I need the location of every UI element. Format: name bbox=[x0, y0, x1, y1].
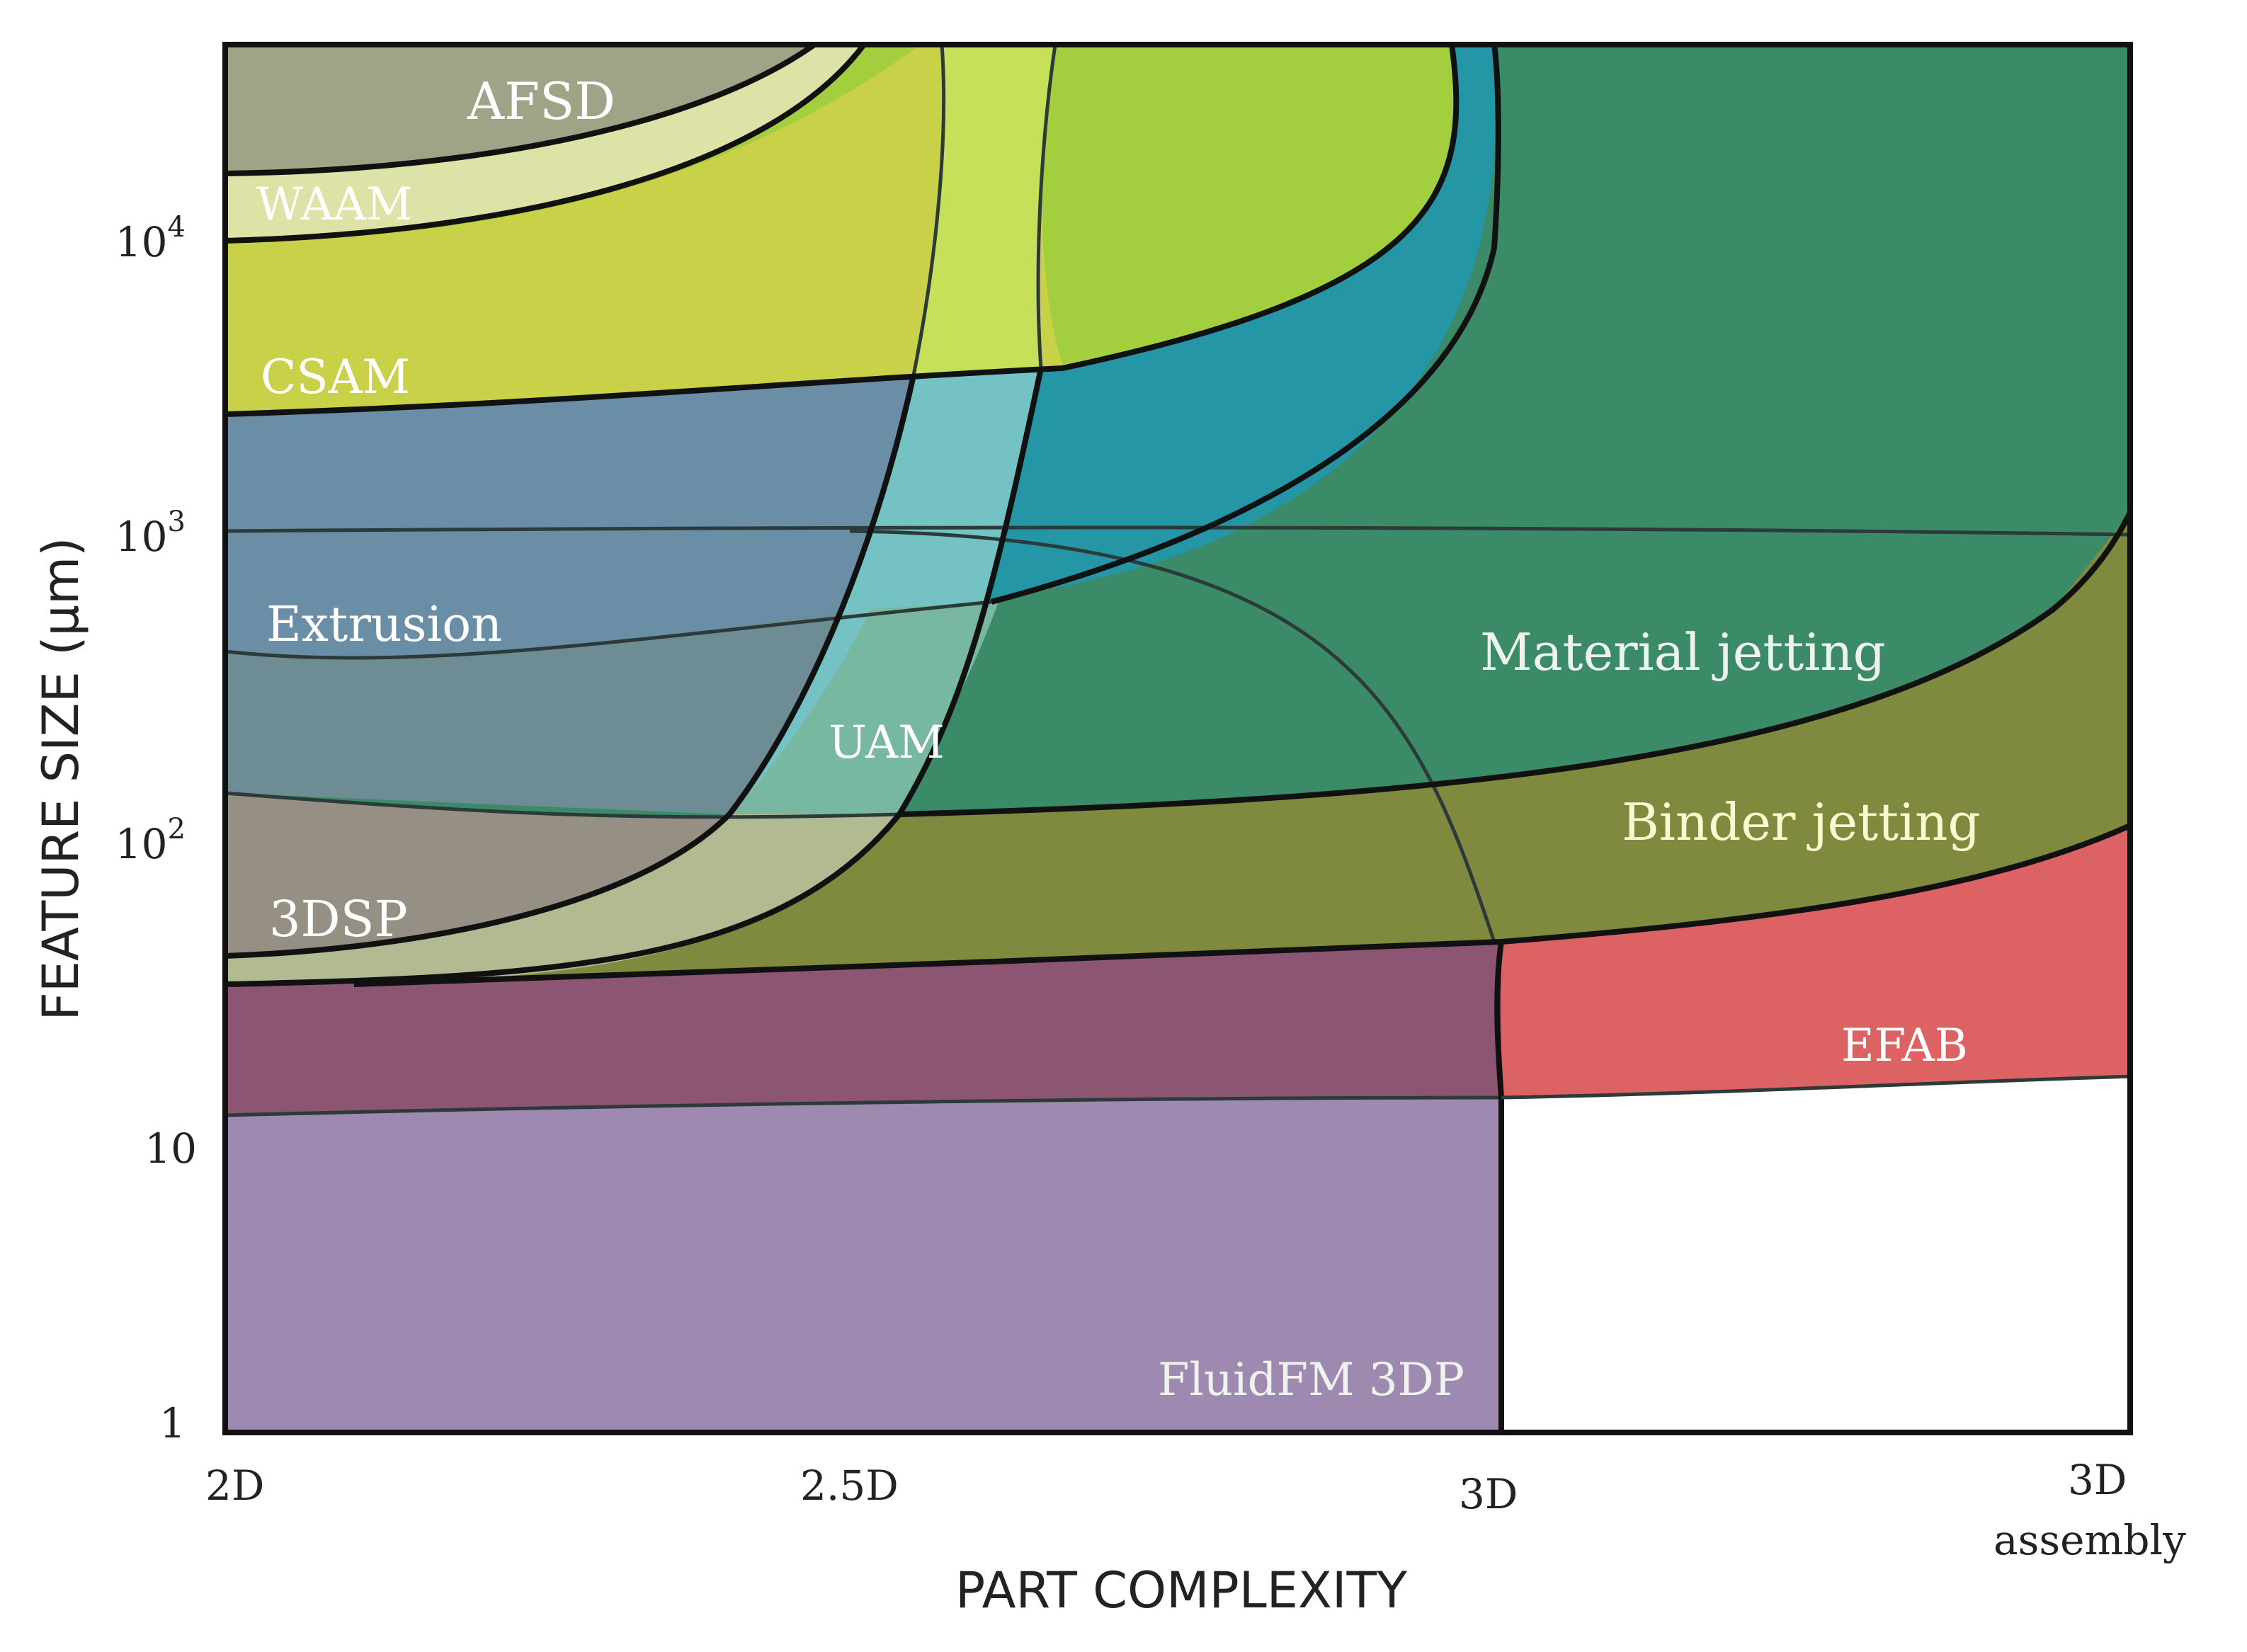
label-csam: CSAM bbox=[261, 350, 410, 404]
afsd-boundary bbox=[225, 45, 817, 176]
3dsp-area bbox=[225, 793, 729, 956]
region-labels: AFSD WAAM CSAM Extrusion 3DSP UAM Materi… bbox=[256, 72, 1981, 1406]
thin-boundary-1000um bbox=[225, 525, 2130, 537]
thin-boundary-uam-left bbox=[911, 45, 946, 376]
x-axis-ticks: 2D 2.5D 3D 3D assembly bbox=[205, 1456, 2186, 1564]
x-tick-3d-label: 3D bbox=[2068, 1456, 2127, 1504]
y-axis-title: FEATURE SIZE (μm) bbox=[32, 537, 90, 1021]
fluidfm-boundary bbox=[1494, 941, 1504, 1432]
label-3dsp: 3DSP bbox=[269, 890, 408, 948]
binder-jetting-boundary bbox=[353, 822, 2130, 987]
extrusion-lower-area bbox=[225, 609, 871, 814]
label-waam: WAAM bbox=[256, 178, 413, 231]
label-extrusion: Extrusion bbox=[266, 597, 502, 653]
x-tick-3d-assembly-sub: assembly bbox=[1993, 1516, 2186, 1564]
efab-lower-boundary bbox=[1501, 1074, 2130, 1100]
y-tick-1000: 103 bbox=[115, 506, 186, 561]
csam-boundary bbox=[225, 45, 1460, 417]
fluidfm-3dp-area bbox=[225, 1098, 1501, 1432]
material-jetting-boundary bbox=[899, 508, 2130, 817]
thin-boundary-3dsp-top bbox=[225, 791, 900, 819]
label-fluidfm-3dp: FluidFM 3DP bbox=[1158, 1354, 1464, 1406]
label-efab: EFAB bbox=[1841, 1020, 1968, 1072]
thin-boundary-arc bbox=[849, 529, 1496, 942]
binder-jetting-area bbox=[354, 511, 2130, 984]
plot-frame bbox=[222, 42, 2133, 1435]
x-tick-2-5d: 2.5D bbox=[800, 1462, 899, 1510]
uam-right-boundary bbox=[225, 368, 1044, 987]
purple-band-area bbox=[225, 942, 1501, 1115]
csam-light-area bbox=[1042, 45, 1457, 365]
y-tick-10: 10 bbox=[144, 1124, 197, 1173]
y-tick-1: 1 bbox=[159, 1399, 186, 1447]
label-uam: UAM bbox=[829, 717, 945, 769]
uam-area bbox=[729, 368, 1041, 814]
waam-boundary bbox=[225, 45, 867, 244]
thin-boundary-uam-right bbox=[1036, 45, 1057, 369]
x-axis-title: PART COMPLEXITY bbox=[955, 1561, 1407, 1619]
waam-area bbox=[225, 45, 864, 241]
label-material-jetting: Material jetting bbox=[1480, 622, 1886, 682]
uam-mid-area bbox=[729, 602, 999, 814]
cyan-boundary bbox=[990, 45, 1501, 605]
afsd-area bbox=[225, 45, 814, 173]
thin-boundary-purple-low bbox=[225, 1095, 1502, 1117]
x-tick-3d: 3D bbox=[1459, 1470, 1518, 1518]
label-afsd: AFSD bbox=[467, 72, 615, 131]
efab-area bbox=[1501, 825, 2130, 1098]
label-binder-jetting: Binder jetting bbox=[1622, 792, 1981, 852]
uam-left-boundary bbox=[225, 375, 916, 959]
y-axis-ticks: 1 10 102 103 104 bbox=[115, 211, 197, 1447]
y-tick-100: 102 bbox=[115, 813, 186, 868]
empty-region bbox=[1501, 1076, 2130, 1432]
uam-top-area bbox=[914, 45, 1055, 375]
thin-boundary-extrusion-low bbox=[225, 600, 992, 660]
y-tick-10000: 104 bbox=[115, 211, 186, 266]
x-tick-2d: 2D bbox=[205, 1462, 264, 1510]
